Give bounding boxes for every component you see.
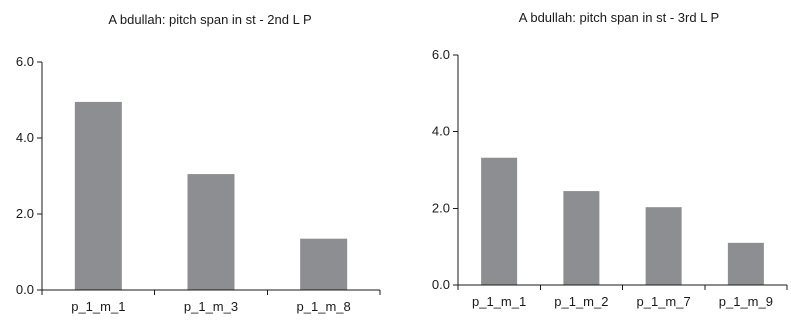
y-tick-label: 6.0 xyxy=(16,54,34,69)
chart-2nd-lp: A bdullah: pitch span in st - 2nd L P 0.… xyxy=(16,12,381,314)
bar-p-1-m-1 xyxy=(74,101,122,291)
x-tick-label: p_1_m_1 xyxy=(472,294,526,309)
y-tick-label: 6.0 xyxy=(432,47,450,62)
bar-p-1-m-8 xyxy=(300,238,348,290)
x-tick-label: p_1_m_8 xyxy=(297,299,351,314)
y-tick-label: 0.0 xyxy=(432,277,450,292)
bar-p-1-m-9 xyxy=(727,242,764,285)
bar-p-1-m-1 xyxy=(481,157,518,285)
chart-3rd-lp: A bdullah: pitch span in st - 3rd L P 0.… xyxy=(432,10,788,309)
chart-title: A bdullah: pitch span in st - 2nd L P xyxy=(108,12,311,27)
x-tick-label: p_1_m_9 xyxy=(719,294,773,309)
x-tick-label: p_1_m_7 xyxy=(637,294,691,309)
x-tick-label: p_1_m_2 xyxy=(554,294,608,309)
chart-title: A bdullah: pitch span in st - 3rd L P xyxy=(519,10,719,25)
y-tick-label: 0.0 xyxy=(16,282,34,297)
y-tick-label: 4.0 xyxy=(432,124,450,139)
x-tick-label: p_1_m_3 xyxy=(184,299,238,314)
y-tick-label: 2.0 xyxy=(16,206,34,221)
bar-p-1-m-3 xyxy=(187,174,235,290)
bar-p-1-m-7 xyxy=(645,207,682,285)
y-tick-label: 4.0 xyxy=(16,130,34,145)
x-tick-label: p_1_m_1 xyxy=(71,299,125,314)
bar-p-1-m-2 xyxy=(563,191,600,285)
y-tick-label: 2.0 xyxy=(432,200,450,215)
